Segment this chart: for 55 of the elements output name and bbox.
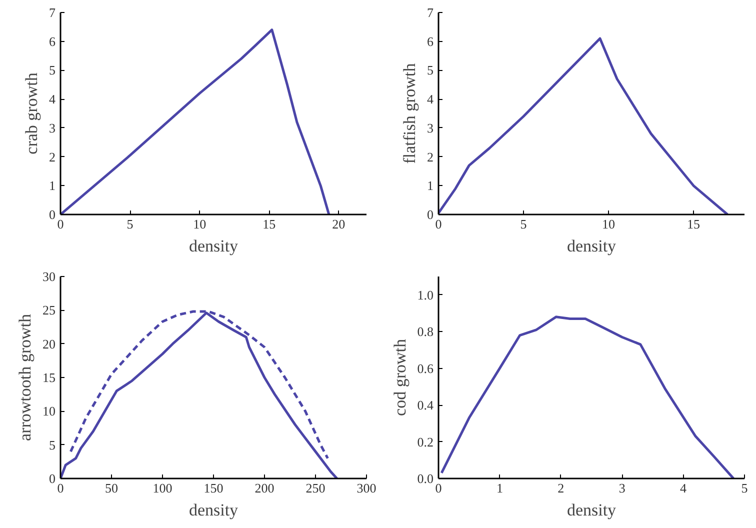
y-tick-label: 3	[427, 120, 434, 136]
y-tick-label: 4	[427, 92, 434, 107]
y-tick-label: 25	[42, 302, 56, 318]
x-tick-label: 200	[254, 480, 274, 496]
y-axis-title: flatfish growth	[400, 62, 419, 164]
x-tick-label: 4	[680, 480, 688, 496]
x-tick-label: 2	[558, 480, 564, 496]
y-tick-label: 0	[49, 207, 56, 222]
y-tick-label: 2	[49, 149, 56, 164]
x-tick-label: 100	[152, 480, 172, 496]
y-tick-label: 0.2	[417, 434, 434, 450]
x-axis-title: density	[188, 500, 239, 520]
y-tick-label: 1	[49, 178, 56, 194]
y-tick-label: 1.0	[417, 287, 434, 302]
x-tick-label: 5	[520, 216, 527, 232]
y-axis-title: cod growth	[390, 338, 410, 416]
y-axis-title: crab growth	[22, 72, 41, 154]
x-tick-label: 10	[193, 216, 206, 232]
y-tick-label: 4	[49, 92, 56, 107]
y-tick-label: 15	[42, 370, 56, 385]
x-tick-label: 15	[687, 216, 700, 232]
y-tick-label: 0.0	[417, 471, 434, 486]
y-tick-label: 5	[427, 62, 434, 78]
y-tick-label: 7	[49, 5, 56, 20]
x-tick-label: 50	[105, 480, 118, 496]
x-tick-label: 1	[496, 480, 503, 496]
x-axis-title: density	[566, 236, 617, 256]
x-axis-title: density	[188, 236, 239, 256]
x-axis-title: density	[566, 500, 617, 520]
x-tick-label: 300	[356, 480, 376, 496]
y-tick-label: 6	[427, 34, 434, 49]
x-tick-label: 15	[262, 216, 276, 232]
y-tick-label: 1	[427, 178, 434, 194]
x-tick-label: 10	[602, 216, 615, 232]
x-tick-label: 250	[306, 480, 326, 496]
y-tick-label: 7	[427, 5, 434, 20]
x-tick-label: 5	[126, 216, 134, 232]
y-tick-label: 30	[42, 269, 56, 284]
y-tick-label: 0	[49, 471, 56, 486]
y-tick-label: 6	[49, 34, 56, 49]
y-tick-label: 20	[42, 336, 56, 352]
y-tick-label: 3	[49, 120, 56, 136]
y-tick-label: 0.8	[417, 324, 434, 340]
x-tick-label: 150	[204, 480, 224, 496]
y-axis-title: arrowtooth growth	[16, 314, 34, 441]
y-tick-label: 5	[49, 437, 56, 452]
x-tick-label: 5	[741, 480, 748, 496]
y-tick-label: 0.4	[417, 398, 434, 413]
y-tick-label: 0.6	[417, 360, 434, 376]
y-tick-label: 0	[427, 207, 434, 222]
x-tick-label: 3	[618, 480, 626, 496]
y-tick-label: 2	[427, 149, 434, 164]
y-tick-label: 5	[49, 62, 56, 78]
y-tick-label: 10	[42, 404, 56, 419]
x-tick-label: 20	[332, 216, 346, 232]
